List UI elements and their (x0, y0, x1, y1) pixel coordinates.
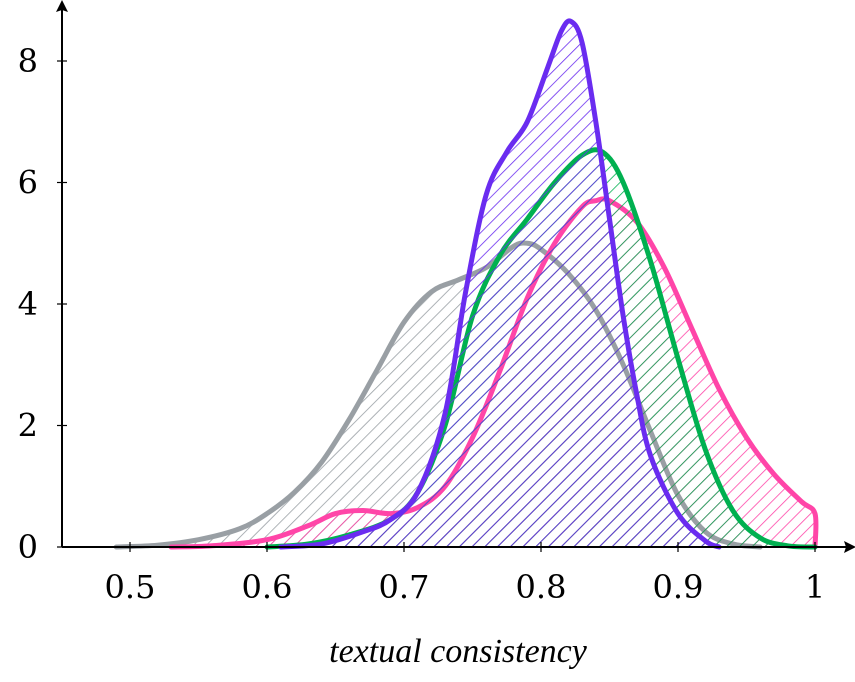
series-layer (113, 18, 819, 550)
y-tick-label: 0 (18, 528, 38, 566)
x-tick-label: 0.5 (105, 568, 156, 606)
axes (56, 0, 855, 553)
density-series-3 (278, 18, 722, 550)
y-axis-arrow (56, 0, 68, 12)
x-tick-label: 0.6 (242, 568, 293, 606)
density-area-3 (280, 20, 720, 547)
y-tick-label: 8 (18, 42, 38, 80)
x-axis-title: textual consistency (329, 633, 588, 670)
x-tick-label: 0.7 (379, 568, 430, 606)
x-tick-label: 1 (805, 568, 825, 606)
x-axis-arrow (844, 541, 855, 553)
ticks: 0.5 0.6 0.7 0.8 0.9 1 0 2 4 6 8 (18, 42, 826, 606)
density-line-3 (278, 18, 722, 550)
y-tick-label: 6 (18, 164, 38, 202)
y-tick-label: 4 (18, 285, 38, 323)
x-tick-label: 0.9 (653, 568, 704, 606)
x-tick-label: 0.8 (516, 568, 567, 606)
y-tick-label: 2 (18, 407, 38, 445)
